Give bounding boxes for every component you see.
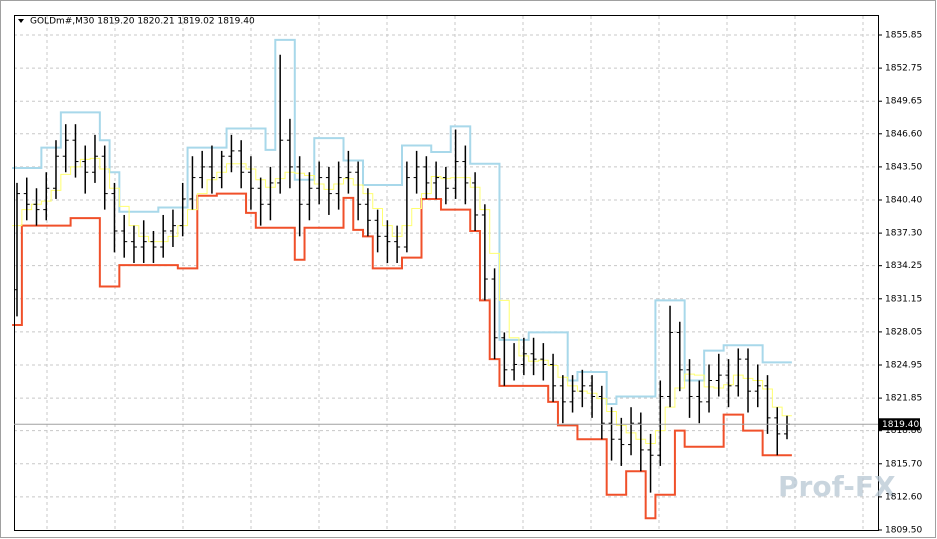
indicator-line — [12, 192, 792, 520]
y-tick-label: 1852.75 — [885, 64, 922, 74]
y-tick-label: 1855.85 — [885, 31, 922, 41]
price-label-box — [878, 418, 920, 431]
indicator-line — [12, 38, 792, 405]
y-tick-label: 1809.50 — [885, 526, 922, 536]
plot — [12, 38, 792, 520]
y-tick-label: 1837.30 — [885, 229, 922, 239]
y-tick-label: 1815.70 — [885, 459, 922, 469]
menu-triangle — [18, 19, 24, 23]
y-tick-label: 1834.25 — [885, 261, 922, 271]
y-tick-label: 1840.40 — [885, 196, 922, 206]
y-tick-label: 1821.85 — [885, 394, 922, 404]
plot-frame — [14, 15, 879, 531]
indicator-line — [12, 157, 792, 444]
y-tick-label: 1824.95 — [885, 361, 922, 371]
chart-title: GOLDm#,M30 1819.20 1820.21 1819.02 1819.… — [30, 17, 255, 27]
watermark: Prof-FX — [778, 470, 896, 503]
price-label: 1819.40 — [882, 420, 919, 430]
y-tick-label: 1831.15 — [885, 294, 922, 304]
y-tick-label: 1843.50 — [885, 162, 922, 172]
y-tick-label: 1846.60 — [885, 129, 922, 139]
y-tick-label: 1818.80 — [885, 426, 922, 436]
y-tick-label: 1812.60 — [885, 492, 922, 502]
y-tick-label: 1849.65 — [885, 97, 922, 107]
y-tick-label: 1828.05 — [885, 327, 922, 337]
